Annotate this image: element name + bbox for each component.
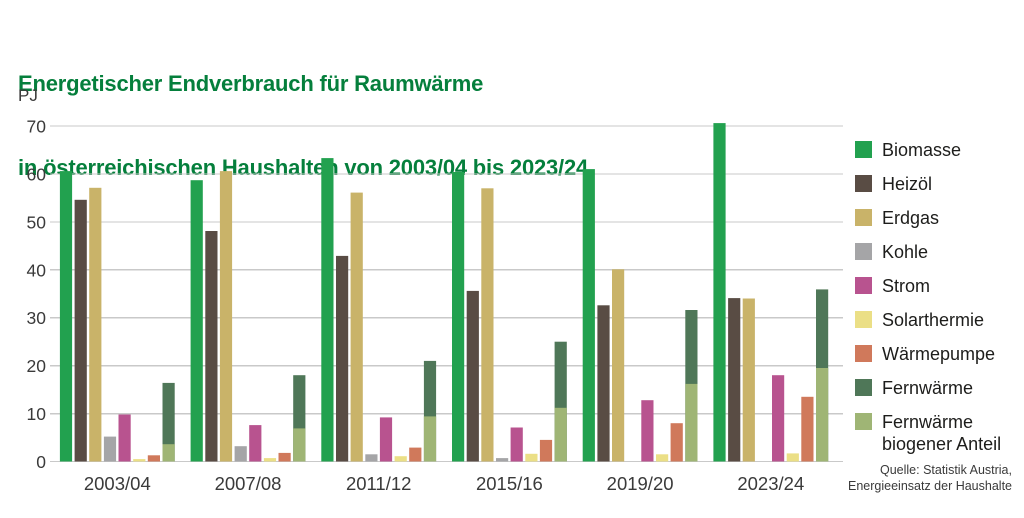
- bar-fernw-rme-biogener-anteil-2003-04: [162, 444, 175, 462]
- bar-kohle-2011-12: [365, 454, 378, 462]
- legend-label-waermepumpe: Wärmepumpe: [882, 344, 996, 364]
- y-tick-label-60: 60: [27, 164, 47, 184]
- legend-swatch-fernwaerme: [855, 379, 872, 396]
- bar-erdgas-2019-20: [612, 269, 625, 462]
- bar-erdgas-2007-08: [219, 171, 233, 462]
- bar-heiz-l-2011-12: [336, 255, 349, 462]
- legend-item-biomasse: Biomasse: [855, 139, 1014, 161]
- bar-strom-2019-20: [641, 400, 654, 462]
- bar-solarthermie-2011-12: [394, 456, 407, 462]
- bar-biomasse-2003-04: [59, 171, 73, 462]
- y-tick-label-30: 30: [27, 308, 47, 328]
- bar-w-rmepumpe-2011-12: [409, 447, 422, 462]
- bar-w-rmepumpe-2015-16: [539, 439, 553, 462]
- bar-biomasse-2019-20: [582, 169, 595, 462]
- legend-item-fernwaerme: Fernwärme: [855, 377, 1014, 399]
- bar-fernw-rme-biogener-anteil-2015-16: [554, 407, 567, 462]
- y-tick-label-20: 20: [27, 356, 47, 376]
- legend-item-kohle: Kohle: [855, 241, 1014, 263]
- bar-kohle-2007-08: [234, 446, 247, 462]
- legend-swatch-strom: [855, 277, 872, 294]
- x-tick-label-2015-16: 2015/16: [476, 473, 543, 494]
- legend-label-biomasse: Biomasse: [882, 140, 962, 160]
- chart-title-line2: in österreichischen Haushalten von 2003/…: [18, 155, 589, 180]
- y-tick-label-40: 40: [27, 260, 47, 280]
- legend-label-solarthermie: Solarthermie: [882, 310, 985, 330]
- bar-strom-2015-16: [510, 427, 523, 462]
- bar-kohle-2003-04: [103, 436, 117, 462]
- bar-fernw-rme-biogener-anteil-2011-12: [423, 416, 437, 462]
- bar-fernw-rme-biogener-anteil-2007-08: [293, 428, 306, 462]
- legend-swatch-erdgas: [855, 209, 872, 226]
- bar-solarthermie-2007-08: [263, 458, 277, 462]
- source-note: Quelle: Statistik Austria, Energieeinsat…: [848, 462, 1012, 494]
- source-note-line1: Quelle: Statistik Austria,: [879, 463, 1012, 477]
- bar-solarthermie-2019-20: [656, 454, 669, 462]
- x-tick-label-2007-08: 2007/08: [215, 473, 282, 494]
- legend-swatch-biomasse: [855, 141, 872, 158]
- y-tick-label-0: 0: [36, 452, 46, 472]
- bar-biomasse-2011-12: [321, 158, 334, 462]
- bar-strom-2003-04: [118, 414, 131, 462]
- chart-title-line1: Energetischer Endverbrauch für Raumwärme: [18, 71, 484, 96]
- bar-strom-2007-08: [249, 425, 262, 462]
- legend-item-solarthermie: Solarthermie: [855, 309, 1014, 331]
- bar-heiz-l-2019-20: [597, 305, 610, 462]
- bar-kohle-2015-16: [496, 458, 509, 462]
- y-tick-label-50: 50: [27, 212, 47, 232]
- legend-swatch-waermepumpe: [855, 345, 872, 362]
- bar-strom-2011-12: [379, 417, 393, 462]
- y-tick-label-10: 10: [27, 404, 47, 424]
- bar-w-rmepumpe-2023-24: [801, 396, 814, 462]
- bar-solarthermie-2023-24: [786, 453, 799, 462]
- bar-erdgas-2011-12: [350, 192, 363, 462]
- bar-strom-2023-24: [772, 375, 785, 462]
- bar-heiz-l-2003-04: [74, 199, 87, 462]
- bar-erdgas-2023-24: [742, 298, 755, 462]
- bar-fernw-rme-2003-04: [162, 382, 175, 462]
- legend-item-waermepumpe: Wärmepumpe: [855, 343, 1014, 365]
- bar-w-rmepumpe-2003-04: [147, 455, 160, 462]
- bar-erdgas-2015-16: [481, 188, 494, 462]
- legend-item-heizoel: Heizöl: [855, 173, 1014, 195]
- x-tick-label-2003-04: 2003/04: [84, 473, 151, 494]
- bar-erdgas-2003-04: [89, 187, 102, 462]
- bar-biomasse-2015-16: [452, 172, 465, 462]
- y-tick-label-70: 70: [27, 117, 47, 137]
- legend-swatch-kohle: [855, 243, 872, 260]
- legend-label-strom: Strom: [882, 276, 931, 296]
- legend-item-erdgas: Erdgas: [855, 207, 1014, 229]
- legend-swatch-heizoel: [855, 175, 872, 192]
- legend-item-strom: Strom: [855, 275, 1014, 297]
- bar-biomasse-2007-08: [190, 180, 203, 462]
- bar-fernw-rme-biogener-anteil-2019-20: [685, 383, 698, 462]
- bar-heiz-l-2007-08: [205, 231, 218, 462]
- y-axis-unit-label: PJ: [18, 86, 38, 105]
- legend: Biomasse Heizöl Erdgas Kohle Strom Solar…: [855, 139, 1014, 467]
- chart-title: Energetischer Endverbrauch für Raumwärme…: [18, 14, 588, 210]
- bar-fernw-rme-biogener-anteil-2023-24: [816, 368, 829, 462]
- source-note-line2: Energieeinsatz der Haushalte: [848, 479, 1012, 493]
- x-tick-label-2019-20: 2019/20: [607, 473, 674, 494]
- legend-label-fernwaerme-biogener-anteil: Fernwärme biogener Anteil: [882, 412, 1002, 454]
- bar-biomasse-2023-24: [713, 123, 726, 462]
- legend-swatch-solarthermie: [855, 311, 872, 328]
- bar-solarthermie-2003-04: [133, 459, 146, 462]
- bar-heiz-l-2023-24: [728, 298, 741, 462]
- x-tick-label-2011-12: 2011/12: [346, 473, 412, 494]
- legend-item-fernwaerme-biogener-anteil: Fernwärme biogener Anteil: [855, 411, 1014, 455]
- legend-label-erdgas: Erdgas: [882, 208, 940, 228]
- bar-solarthermie-2015-16: [525, 453, 538, 462]
- bar-heiz-l-2015-16: [466, 290, 479, 462]
- legend-label-kohle: Kohle: [882, 242, 929, 262]
- x-tick-label-2023-24: 2023/24: [737, 473, 804, 494]
- legend-label-fernwaerme: Fernwärme: [882, 378, 974, 398]
- bar-w-rmepumpe-2007-08: [278, 452, 291, 462]
- bar-w-rmepumpe-2019-20: [670, 423, 683, 462]
- legend-swatch-fernwaerme-biogener-anteil: [855, 413, 872, 430]
- legend-label-heizoel: Heizöl: [882, 174, 933, 194]
